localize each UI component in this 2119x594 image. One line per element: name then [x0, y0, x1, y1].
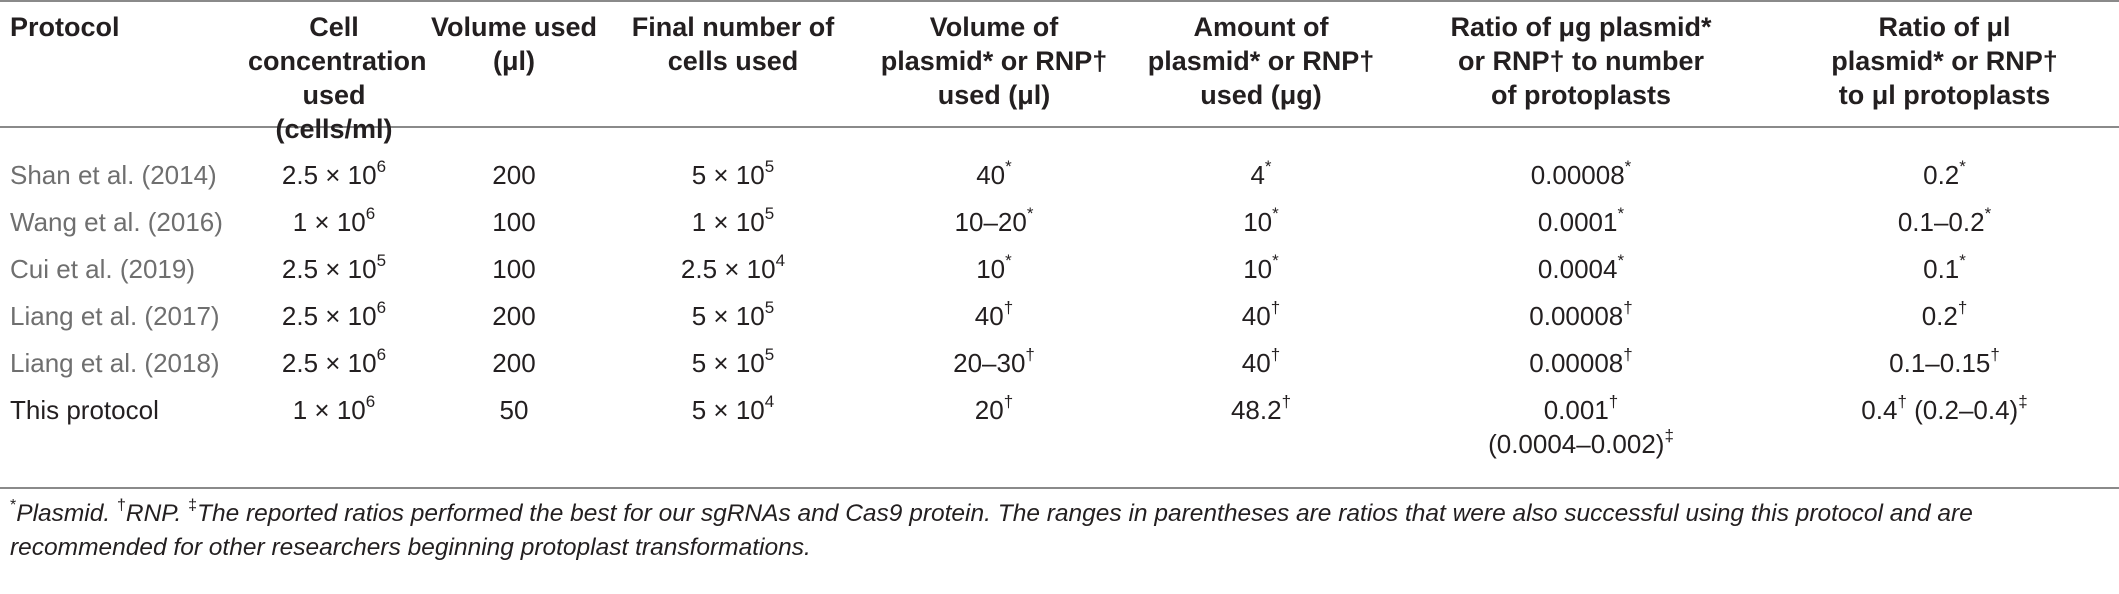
ratio-ul-per-ul: 0.2†	[1921, 298, 1968, 331]
table-row: Shan et al. (2014) 2.5 × 106 200 5 × 105…	[0, 146, 2119, 205]
final-cell-number: 2.5 × 104	[680, 251, 786, 284]
final-cell-number: 1 × 105	[691, 204, 775, 237]
plasmid-rnp-volume: 20–30†	[953, 345, 1035, 378]
plasmid-rnp-amount: 40†	[1241, 298, 1281, 331]
cell-concentration: 1 × 106	[292, 204, 376, 237]
ratio-ug-per-protoplast: 0.001† (0.0004–0.002)‡	[1488, 392, 1674, 459]
final-cell-number: 5 × 104	[691, 392, 775, 425]
plasmid-rnp-amount: 48.2†	[1230, 392, 1292, 425]
protocol-reference-link[interactable]: Shan et al. (2014)	[10, 160, 217, 190]
ratio-ul-per-ul: 0.1*	[1923, 251, 1966, 284]
bottom-rule	[0, 487, 2119, 489]
plasmid-rnp-volume: 20†	[974, 392, 1014, 425]
cell-concentration: 2.5 × 106	[281, 157, 387, 190]
top-rule	[0, 0, 2119, 2]
ratio-ug-per-protoplast: 0.0001*	[1537, 204, 1625, 237]
volume-used: 200	[492, 301, 536, 331]
ratio-ug-per-protoplast: 0.00008†	[1529, 345, 1633, 378]
volume-used: 200	[492, 348, 536, 378]
protocol-name: This protocol	[10, 395, 159, 425]
column-header: Protocol	[10, 12, 120, 42]
column-header: Cell concentration used (cells/ml)	[248, 12, 427, 144]
table-row: Liang et al. (2018) 2.5 × 106 200 5 × 10…	[0, 346, 2119, 393]
ratio-ug-per-protoplast: 0.00008†	[1529, 298, 1633, 331]
table-row: This protocol 1 × 106 50 5 × 104 20† 48.…	[0, 393, 2119, 473]
plasmid-rnp-volume: 40†	[974, 298, 1014, 331]
protocol-reference-link[interactable]: Wang et al. (2016)	[10, 207, 223, 237]
final-cell-number: 5 × 105	[691, 157, 775, 190]
plasmid-rnp-volume: 10–20*	[954, 204, 1034, 237]
plasmid-rnp-amount: 10*	[1243, 204, 1279, 237]
cell-concentration: 2.5 × 105	[281, 251, 387, 284]
table-row: Liang et al. (2017) 2.5 × 106 200 5 × 10…	[0, 299, 2119, 346]
column-header: Ratio of μg plasmid* or RNP† to number of …	[1450, 12, 1712, 110]
volume-used: 50	[499, 395, 529, 425]
cell-concentration: 2.5 × 106	[281, 298, 387, 331]
table-row: Wang et al. (2016) 1 × 106 100 1 × 105 1…	[0, 205, 2119, 252]
protocol-reference-link[interactable]: Cui et al. (2019)	[10, 254, 195, 284]
column-header: Volume of plasmid* or RNP† used (μl)	[880, 12, 1108, 110]
column-header: Volume used (μl)	[430, 12, 598, 76]
plasmid-rnp-volume: 10*	[976, 251, 1012, 284]
cell-concentration: 2.5 × 106	[281, 345, 387, 378]
column-header: Final number of cells used	[631, 12, 835, 76]
column-header: Ratio of μl plasmid* or RNP† to μl protopl…	[1831, 12, 2058, 110]
ratio-ul-per-ul: 0.4† (0.2–0.4)‡	[1861, 392, 2028, 425]
ratio-ul-per-ul: 0.1–0.15†	[1889, 345, 2000, 378]
cell-concentration: 1 × 106	[292, 392, 376, 425]
final-cell-number: 5 × 105	[691, 345, 775, 378]
header-row: Protocol Cell concentration used (cells/ml…	[0, 10, 2119, 146]
column-header: Amount of plasmid* or RNP† used (μg)	[1147, 12, 1375, 110]
final-cell-number: 5 × 105	[691, 298, 775, 331]
table-row: Cui et al. (2019) 2.5 × 105 100 2.5 × 10…	[0, 252, 2119, 299]
plasmid-rnp-amount: 4*	[1250, 157, 1272, 190]
plasmid-rnp-volume: 40*	[976, 157, 1012, 190]
table-footnote: *Plasmid. †RNP. ‡The reported ratios per…	[10, 496, 1973, 561]
header-rule	[0, 126, 2119, 128]
ratio-ul-per-ul: 0.1–0.2*	[1897, 204, 1992, 237]
volume-used: 100	[492, 254, 536, 284]
ratio-ul-per-ul: 0.2*	[1923, 157, 1966, 190]
protocol-reference-link[interactable]: Liang et al. (2018)	[10, 348, 220, 378]
plasmid-rnp-amount: 40†	[1241, 345, 1281, 378]
volume-used: 100	[492, 207, 536, 237]
ratio-ug-per-protoplast: 0.00008*	[1530, 157, 1632, 190]
plasmid-rnp-amount: 10*	[1243, 251, 1279, 284]
protocol-comparison-table: Protocol Cell concentration used (cells/ml…	[0, 10, 2119, 473]
ratio-ug-per-protoplast: 0.0004*	[1537, 251, 1625, 284]
volume-used: 200	[492, 160, 536, 190]
protocol-reference-link[interactable]: Liang et al. (2017)	[10, 301, 220, 331]
